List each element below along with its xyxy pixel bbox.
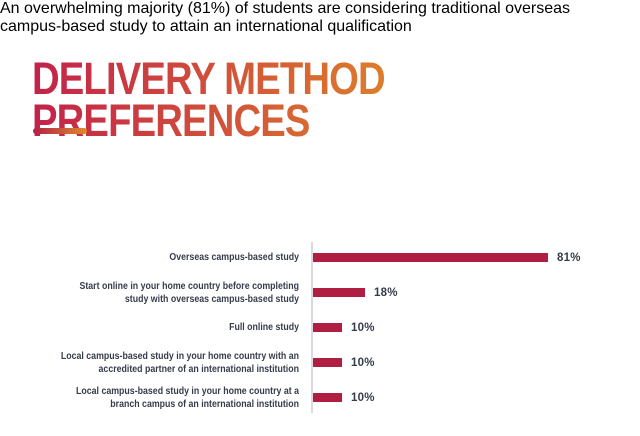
bar-area: 10% [313, 357, 375, 369]
value-label: 10% [351, 391, 375, 404]
intro-text-line2: campus-based study to attain an internat… [0, 18, 412, 35]
category-label: Start online in your home country before… [65, 280, 299, 306]
value-label: 18% [374, 286, 398, 299]
page-title-line2: PREFERENCES [32, 95, 310, 147]
title-underline-accent [33, 128, 87, 134]
bar-area: 10% [313, 322, 375, 334]
category-label-line2: branch campus of an international instit… [110, 398, 299, 410]
category-label-line1: Overseas campus-based study [169, 252, 299, 263]
category-label-line1: Start online in your home country before… [79, 280, 299, 292]
bar-area: 81% [313, 252, 581, 264]
value-label: 10% [351, 356, 375, 369]
bar [313, 323, 342, 332]
chart-axis-line [311, 242, 313, 413]
category-label-line1: Full online study [229, 322, 299, 333]
bar [313, 288, 365, 297]
bar-chart: Overseas campus-based study 81% Start on… [33, 240, 607, 415]
category-label-line1: Local campus-based study in your home co… [60, 350, 300, 362]
chart-row: Overseas campus-based study 81% [33, 240, 607, 275]
value-label: 10% [351, 321, 375, 334]
bar [313, 393, 342, 402]
category-label-line2: accredited partner of an international i… [98, 363, 299, 375]
bar [313, 253, 548, 262]
bar-area: 18% [313, 287, 398, 299]
bar-area: 10% [313, 392, 375, 404]
category-label: Local campus-based study in your home co… [61, 350, 299, 376]
category-label: Full online study [65, 321, 299, 334]
category-label-line2: study with overseas campus-based study [124, 293, 300, 305]
chart-row: Local campus-based study in your home co… [33, 380, 607, 415]
value-label: 81% [557, 251, 581, 264]
chart-row: Start online in your home country before… [33, 275, 607, 310]
category-label: Overseas campus-based study [65, 251, 299, 264]
chart-row: Local campus-based study in your home co… [33, 345, 607, 380]
category-label-line1: Local campus-based study in your home co… [76, 385, 299, 397]
category-label: Local campus-based study in your home co… [65, 385, 299, 411]
intro-text-line1: An overwhelming majority (81%) of studen… [0, 0, 571, 17]
bar [313, 358, 342, 367]
chart-row: Full online study 10% [33, 310, 607, 345]
